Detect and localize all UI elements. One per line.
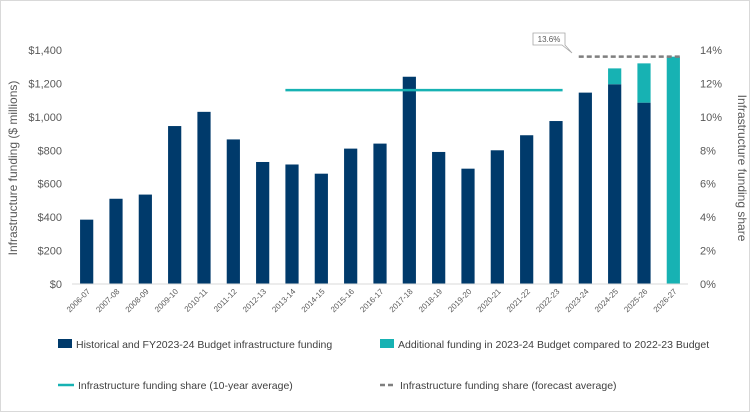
bar-historical-2020-21: [490, 150, 504, 284]
x-tick-label: 2011-12: [212, 287, 239, 314]
legend-label-historical: Historical and FY2023-24 Budget infrastr…: [76, 339, 332, 351]
bar-historical-2011-12: [226, 139, 240, 284]
bar-historical-2018-19: [432, 151, 446, 284]
legend-swatch-historical: [58, 339, 72, 348]
x-tick-label: 2025-26: [622, 287, 650, 315]
x-tick-label: 2016-17: [358, 287, 386, 315]
bar-historical-2017-18: [402, 76, 416, 284]
bar-additional-2025-26: [637, 63, 651, 103]
y2-tick-label: 14%: [700, 45, 722, 57]
bar-historical-2023-24: [578, 92, 592, 284]
y2-tick-label: 10%: [700, 112, 722, 124]
y-tick-label: $200: [38, 246, 62, 258]
x-tick-label: 2013-14: [270, 287, 298, 315]
y-tick-label: $0: [50, 279, 62, 291]
x-tick-label: 2006-07: [65, 287, 93, 315]
bar-historical-2024-25: [608, 84, 622, 284]
plot-area: [80, 55, 680, 285]
x-tick-label: 2008-09: [124, 287, 152, 315]
left-axis: $0 $200 $400 $600 $800 $1,000 $1,200 $1,400: [28, 45, 62, 291]
y-tick-label: $1,400: [28, 45, 62, 57]
bar-historical-2019-20: [461, 168, 475, 284]
y2-tick-label: 0%: [700, 279, 716, 291]
bar-historical-2013-14: [285, 164, 299, 284]
bar-historical-2010-11: [197, 111, 211, 284]
y2-tick-label: 12%: [700, 78, 722, 90]
y-axis-title: Infrastructure funding ($ millions): [6, 81, 20, 256]
bar-historical-2015-16: [344, 148, 358, 284]
bar-additional-2024-25: [608, 68, 622, 85]
x-tick-label: 2024-25: [593, 287, 621, 315]
x-tick-label: 2022-23: [534, 287, 562, 315]
x-tick-label: 2023-24: [564, 287, 592, 315]
x-tick-label: 2007-08: [94, 287, 122, 315]
bar-historical-2016-17: [373, 143, 387, 284]
y-tick-label: $600: [38, 179, 62, 191]
y2-axis-title: Infrastructure funding share: [735, 95, 749, 242]
x-tick-label: 2012-13: [241, 287, 269, 315]
x-tick-label: 2019-20: [446, 287, 474, 315]
bar-historical-2012-13: [256, 161, 270, 284]
x-tick-label: 2009-10: [153, 287, 181, 315]
x-tick-label: 2010-11: [183, 287, 210, 314]
bar-historical-2009-10: [168, 126, 182, 284]
y2-tick-label: 8%: [700, 145, 716, 157]
bar-additional-2026-27: [666, 56, 680, 284]
legend-label-forecast: Infrastructure funding share (forecast a…: [400, 380, 617, 392]
x-tick-label: 2014-15: [300, 287, 328, 315]
x-tick-label: 2015-16: [329, 287, 357, 315]
bar-historical-2006-07: [80, 219, 94, 284]
legend-swatch-additional: [380, 339, 394, 348]
y2-tick-label: 6%: [700, 179, 716, 191]
y-tick-label: $800: [38, 145, 62, 157]
legend-label-additional: Additional funding in 2023-24 Budget com…: [398, 339, 709, 351]
y-tick-label: $1,200: [28, 78, 62, 90]
bar-historical-2022-23: [549, 121, 563, 285]
y-tick-label: $1,000: [28, 112, 62, 124]
bar-historical-2021-22: [520, 135, 534, 284]
share-callout: 13.6%: [532, 32, 573, 54]
x-axis: 2006-07 2007-08 2008-09 2009-10 2010-11 2011-…: [65, 283, 688, 315]
x-tick-label: 2020-21: [476, 287, 504, 315]
bar-historical-2007-08: [109, 198, 123, 284]
x-tick-label: 2021-22: [505, 287, 533, 315]
x-tick-label: 2026-27: [652, 287, 680, 315]
callout-label: 13.6%: [538, 35, 561, 44]
y-tick-label: $400: [38, 212, 62, 224]
x-tick-label: 2018-19: [417, 287, 445, 315]
bar-historical-2014-15: [314, 173, 328, 284]
y2-tick-label: 4%: [700, 212, 716, 224]
x-tick-label: 2017-18: [388, 287, 416, 315]
legend-label-10yr: Infrastructure funding share (10-year av…: [78, 380, 293, 392]
right-axis: 0% 2% 4% 6% 8% 10% 12% 14%: [700, 45, 722, 291]
y2-tick-label: 2%: [700, 246, 716, 258]
legend: Historical and FY2023-24 Budget infrastr…: [58, 339, 709, 392]
bar-historical-2025-26: [637, 102, 651, 285]
bar-historical-2008-09: [138, 194, 152, 284]
